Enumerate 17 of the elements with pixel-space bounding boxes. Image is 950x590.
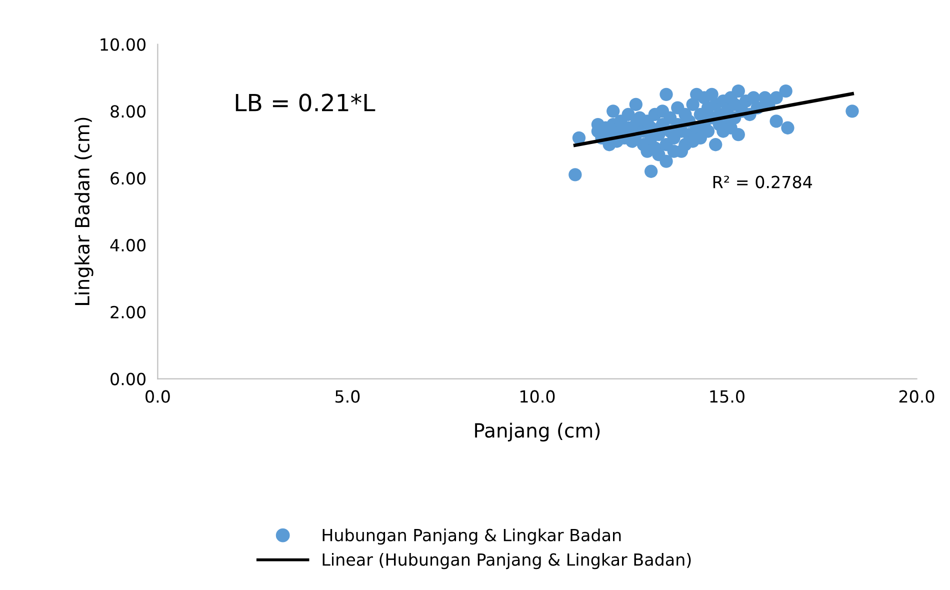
legend-label: Linear (Hubungan Panjang & Lingkar Badan) [322,552,691,570]
x-axis-title: Panjang (cm) [475,422,600,442]
y-axis-title: Lingkar Badan (cm) [74,118,94,305]
y-tick-label: 8.00 [110,105,146,118]
y-tick-label: 0.00 [110,372,146,386]
y-tick-label: 6.00 [110,172,146,185]
x-tick-label: 10.0 [520,390,555,403]
y-tick-label: 2.00 [110,306,146,318]
annotation: LB = 0.21*L [236,94,376,112]
x-tick-label: 0.0 [146,390,170,403]
legend-label: Hubungan Panjang & Lingkar Badan [322,528,621,545]
x-tick-label: 5.0 [335,390,360,403]
y-tick-label: 10.00 [100,38,146,51]
annotation: R² = 0.2784 [713,176,812,188]
y-tick-label: 4.00 [110,238,146,252]
x-tick-label: 20.0 [899,390,934,403]
x-tick-label: 15.0 [710,390,744,403]
